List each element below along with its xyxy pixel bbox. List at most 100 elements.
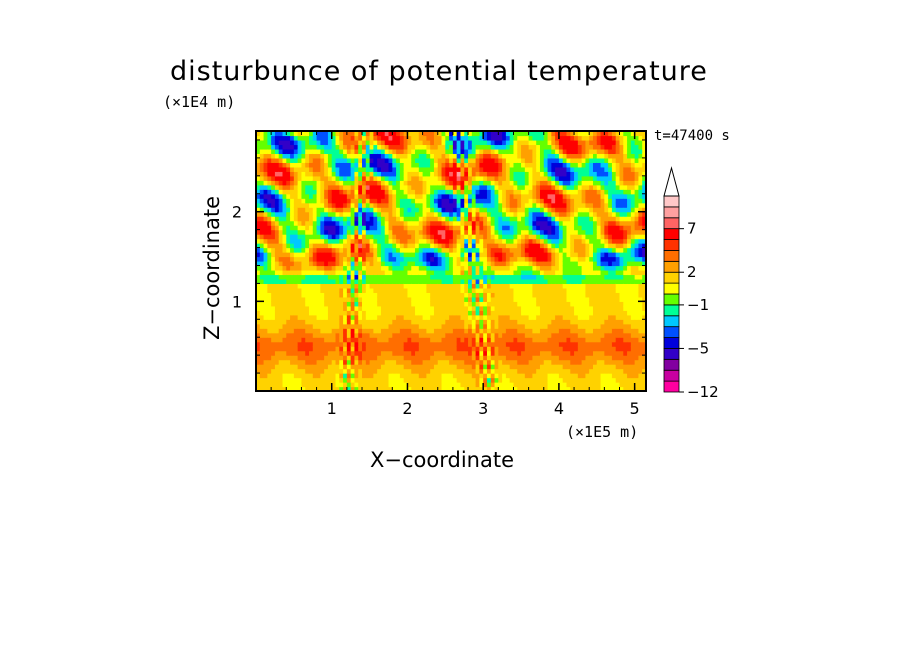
heatmap-cell: [574, 166, 579, 172]
heatmap-cell: [577, 382, 583, 388]
heatmap-cell: [574, 305, 579, 311]
heatmap-cell: [415, 202, 420, 208]
heatmap-cell: [256, 139, 261, 146]
heatmap-cell: [339, 153, 344, 159]
heatmap-cell: [422, 305, 427, 311]
heatmap-cell: [555, 305, 560, 311]
heatmap-cell: [456, 153, 462, 159]
heatmap-cell: [309, 346, 314, 352]
heatmap-cell: [362, 148, 367, 155]
heatmap-cell: [305, 283, 310, 289]
heatmap-cell: [297, 368, 303, 374]
heatmap-cell: [452, 386, 458, 392]
heatmap-cell: [441, 323, 446, 329]
heatmap-cell: [384, 216, 390, 222]
heatmap-cell: [263, 292, 268, 298]
heatmap-cell: [256, 265, 261, 271]
heatmap-cell: [327, 131, 333, 137]
heatmap-cell: [335, 135, 340, 141]
heatmap-cell: [309, 135, 314, 141]
heatmap-cell: [293, 171, 299, 177]
heatmap-cell: [570, 135, 575, 141]
heatmap-cell: [343, 135, 348, 141]
heatmap-cell: [392, 225, 397, 231]
heatmap-cell: [346, 135, 352, 141]
heatmap-cell: [290, 382, 295, 388]
heatmap-cell: [278, 310, 284, 316]
heatmap-cell: [524, 355, 530, 361]
heatmap-cell: [509, 377, 515, 383]
heatmap-cell: [422, 198, 427, 204]
heatmap-cell: [327, 247, 333, 253]
heatmap-cell: [558, 341, 564, 347]
chart-title: disturbunce of potential temperature: [170, 56, 708, 87]
heatmap-cell: [324, 287, 329, 293]
heatmap-cell: [426, 305, 431, 311]
heatmap-cell: [532, 189, 537, 195]
heatmap-cell: [445, 359, 450, 365]
heatmap-cell: [380, 256, 386, 262]
heatmap-cell: [524, 265, 530, 271]
heatmap-cell: [422, 234, 427, 240]
heatmap-cell: [574, 364, 579, 370]
heatmap-cell: [384, 193, 390, 199]
heatmap-cell: [297, 171, 303, 177]
heatmap-cell: [475, 274, 480, 280]
heatmap-cell: [555, 135, 560, 141]
heatmap-cell: [358, 144, 363, 150]
heatmap-cell: [267, 198, 272, 204]
heatmap-cell: [396, 319, 401, 325]
heatmap-cell: [528, 328, 534, 334]
heatmap-cell: [513, 261, 518, 267]
heatmap-cell: [392, 139, 397, 146]
heatmap-cell: [577, 386, 583, 392]
heatmap-cell: [577, 220, 583, 226]
heatmap-cell: [377, 216, 382, 222]
heatmap-cell: [433, 180, 439, 186]
heatmap-cell: [377, 287, 382, 293]
heatmap-cell: [460, 350, 465, 356]
heatmap-cell: [369, 287, 374, 293]
heatmap-cell: [399, 171, 405, 177]
heatmap-cell: [498, 287, 503, 293]
heatmap-cell: [415, 296, 420, 302]
heatmap-cell: [327, 292, 333, 298]
heatmap-cell: [256, 225, 261, 231]
heatmap-cell: [422, 274, 427, 280]
heatmap-cell: [505, 131, 511, 137]
heatmap-cell: [494, 319, 499, 325]
heatmap-cell: [418, 144, 424, 150]
heatmap-cell: [539, 274, 545, 280]
heatmap-cell: [354, 310, 359, 316]
heatmap-cell: [316, 229, 321, 235]
heatmap-cell: [305, 261, 310, 267]
heatmap-cell: [346, 382, 352, 388]
heatmap-cell: [388, 198, 393, 204]
heatmap-cell: [555, 319, 560, 325]
heatmap-cell: [365, 207, 371, 213]
heatmap-cell: [468, 269, 473, 276]
heatmap-cell: [464, 175, 469, 181]
heatmap-cell: [452, 359, 458, 365]
heatmap-cell: [486, 314, 492, 320]
heatmap-cell: [286, 189, 291, 195]
heatmap-cell: [346, 211, 352, 217]
heatmap-cell: [312, 368, 318, 374]
heatmap-cell: [346, 157, 352, 163]
heatmap-cell: [437, 301, 443, 307]
heatmap-cell: [547, 292, 552, 298]
heatmap-cell: [456, 382, 462, 388]
heatmap-cell: [509, 382, 515, 388]
heatmap-cell: [486, 220, 492, 226]
heatmap-cell: [301, 305, 306, 311]
heatmap-cell: [290, 148, 295, 155]
heatmap-cell: [350, 314, 356, 320]
heatmap-cell: [498, 225, 503, 231]
heatmap-cell: [445, 234, 450, 240]
heatmap-cell: [312, 355, 318, 361]
heatmap-cell: [555, 368, 560, 374]
heatmap-cell: [365, 305, 371, 311]
heatmap-cell: [543, 247, 549, 253]
heatmap-cell: [358, 283, 363, 289]
heatmap-cell: [369, 184, 374, 190]
